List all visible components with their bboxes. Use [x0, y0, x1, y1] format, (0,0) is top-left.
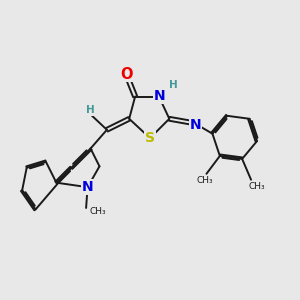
Text: N: N: [82, 180, 93, 194]
Text: H: H: [86, 106, 95, 116]
Text: H: H: [169, 80, 178, 90]
Text: N: N: [154, 89, 165, 103]
Text: N: N: [189, 118, 201, 132]
Text: CH₃: CH₃: [89, 207, 106, 216]
Text: O: O: [120, 67, 133, 82]
Text: CH₃: CH₃: [248, 182, 265, 191]
Text: CH₃: CH₃: [197, 176, 213, 185]
Text: S: S: [145, 131, 155, 145]
